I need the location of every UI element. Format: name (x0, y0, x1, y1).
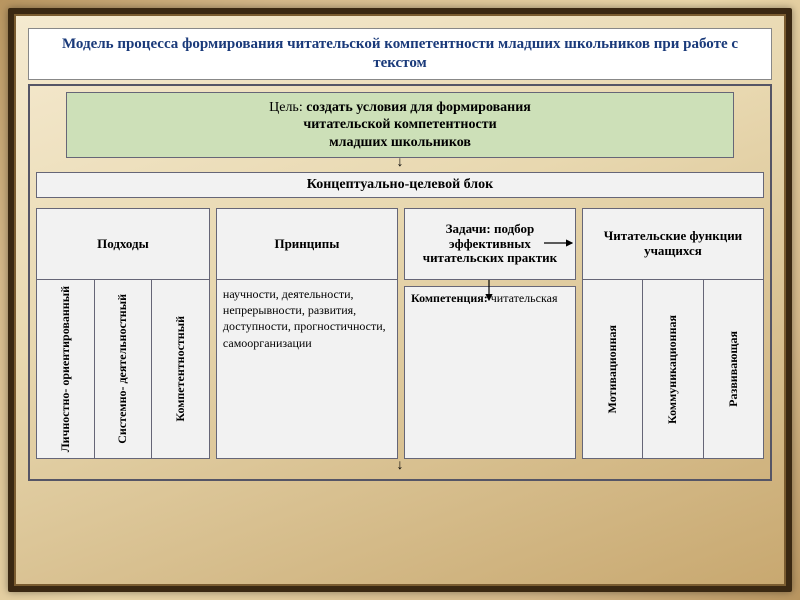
col-competence: Компетенция: читательская (404, 286, 576, 459)
col-approaches: Подходы Личностно- ориентированный Систе… (36, 208, 210, 459)
approach-2: Системно- деятельностный (116, 294, 129, 444)
diagram-content: Модель процесса формирования читательско… (28, 28, 772, 572)
col-principles-body: научности, деятельности, непрерывности, … (217, 280, 397, 357)
goal-line-1: создать условия для формирования (306, 100, 531, 115)
col-functions: Читательские функции учащихся Мотивацион… (582, 208, 764, 459)
goal-line-3: младших школьников (329, 135, 471, 150)
col-approaches-head: Подходы (37, 209, 209, 280)
function-cell-2: Коммуникационная (642, 280, 702, 458)
function-1: Мотивационная (606, 325, 619, 413)
approach-1: Личностно- ориентированный (59, 286, 72, 452)
diagram-title: Модель процесса формирования читательско… (28, 28, 772, 80)
col-functions-head: Читательские функции учащихся (583, 209, 763, 280)
competence-value: читательская (491, 291, 558, 305)
function-cell-3: Развивающая (703, 280, 763, 458)
decorative-frame: Модель процесса формирования читательско… (8, 8, 792, 592)
goal-box: Цель: создать условия для формирования ч… (66, 92, 734, 159)
arrow-bottom: ↓ (36, 461, 764, 473)
goal-label: Цель: (269, 100, 303, 115)
approach-cell-3: Компетентностный (151, 280, 209, 458)
col-tasks-head: Задачи: подбор эффективных читательских … (405, 209, 575, 279)
function-2: Коммуникационная (666, 315, 679, 424)
col-tasks-stack: Задачи: подбор эффективных читательских … (404, 208, 576, 459)
approach-cell-2: Системно- деятельностный (94, 280, 152, 458)
competence-box: Компетенция: читательская (405, 287, 575, 310)
approach-cell-1: Личностно- ориентированный (37, 280, 94, 458)
function-3: Развивающая (727, 331, 740, 407)
col-principles: Принципы научности, деятельности, непрер… (216, 208, 398, 459)
main-container: Цель: создать условия для формирования ч… (28, 84, 772, 482)
concept-block: Концептуально-целевой блок (36, 172, 764, 198)
columns-row: Подходы Личностно- ориентированный Систе… (36, 208, 764, 459)
approach-3: Компетентностный (174, 316, 187, 422)
competence-label: Компетенция: (411, 291, 488, 305)
col-principles-head: Принципы (217, 209, 397, 280)
col-functions-body: Мотивационная Коммуникационная Развивающ… (583, 280, 763, 458)
goal-line-2: читательской компетентности (303, 117, 496, 132)
col-tasks: Задачи: подбор эффективных читательских … (404, 208, 576, 280)
col-approaches-body: Личностно- ориентированный Системно- дея… (37, 280, 209, 458)
function-cell-1: Мотивационная (583, 280, 642, 458)
arrow-goal-to-concept: ↓ (36, 158, 764, 170)
